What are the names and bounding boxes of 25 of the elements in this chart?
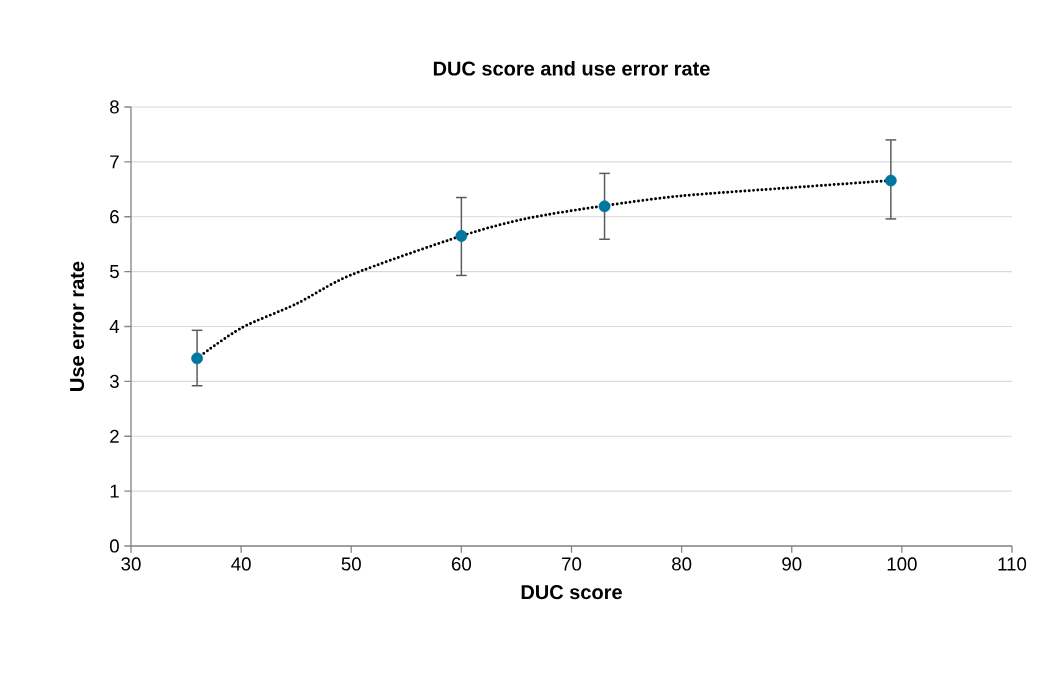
- x-axis-title: DUC score: [521, 585, 622, 600]
- y-tick-label: 6: [110, 210, 119, 224]
- point: [191, 352, 203, 365]
- x-tick-label: 60: [451, 557, 472, 571]
- y-tick-label: 2: [110, 429, 119, 443]
- x-tick-label: 40: [231, 557, 251, 571]
- y-tick-label: 7: [110, 155, 119, 169]
- x-tick-label: 110: [998, 557, 1027, 571]
- point: [884, 174, 897, 187]
- y-tick-label: 0: [109, 539, 119, 553]
- y-tick-label: 1: [110, 484, 119, 498]
- x-tick-label: 100: [887, 557, 917, 571]
- y-tick-label: 3: [109, 374, 119, 388]
- x-tick-label: 90: [782, 557, 802, 571]
- x-tick-label: 70: [562, 557, 582, 571]
- y-tick-label: 5: [110, 265, 119, 279]
- y-tick-label: 8: [110, 100, 119, 114]
- y-axis-title: Use error rate: [70, 261, 85, 391]
- y-tick-label: 4: [109, 320, 120, 333]
- x-tick-label: 30: [121, 557, 141, 571]
- chart-title: DUC score and use error rate: [433, 60, 710, 76]
- point: [598, 200, 611, 213]
- x-tick-label: 80: [672, 557, 692, 571]
- point: [455, 230, 468, 242]
- x-tick-label: 50: [341, 557, 361, 571]
